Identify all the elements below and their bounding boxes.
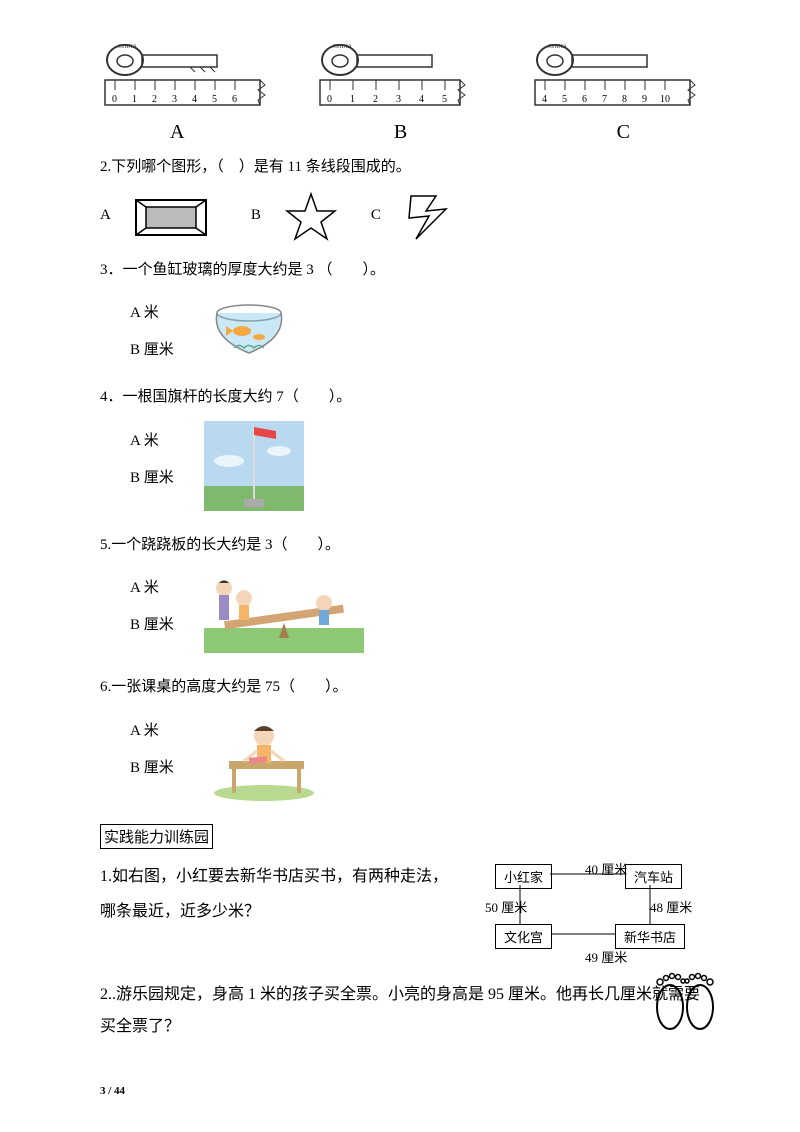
svg-text:4: 4	[419, 94, 424, 105]
q3-opt-b: B 厘米	[130, 338, 174, 359]
svg-text:4: 4	[192, 94, 197, 105]
q4-opt-a: A 米	[130, 429, 174, 450]
svg-text:2: 2	[373, 94, 378, 105]
page-footer: 3 / 44	[100, 1085, 125, 1097]
q6-opt-b: B 厘米	[130, 756, 174, 777]
svg-text:5: 5	[562, 94, 567, 105]
star-icon	[281, 191, 341, 241]
q1-label-b: B	[394, 121, 407, 144]
svg-text:3: 3	[396, 94, 401, 105]
q1-labels: A B C	[100, 121, 700, 144]
svg-text:6: 6	[232, 94, 237, 105]
key-ruler-c: CHINA 4 5 6 7 8 9 10	[530, 40, 700, 115]
q2-shapes: A B C	[100, 191, 700, 241]
map-diagram: 小红家 汽车站 文化宫 新华书店 40 厘米 50 厘米 48 厘米 49 厘米	[470, 859, 700, 964]
q4-opt-b: B 厘米	[130, 466, 174, 487]
q4-text: 4．一根国旗杆的长度大约 7（ ）。	[100, 386, 700, 409]
map-box-1: 小红家	[495, 864, 552, 889]
map-label-top: 40 厘米	[585, 859, 627, 878]
svg-text:4: 4	[542, 94, 547, 105]
svg-text:CHINA: CHINA	[548, 44, 568, 50]
q2-text: 2.下列哪个图形，（ ）是有 11 条线段围成的。	[100, 156, 700, 179]
page-total: / 44	[108, 1085, 125, 1097]
q1-label-a: A	[170, 121, 184, 144]
map-box-3: 文化宫	[495, 924, 552, 949]
q2-label-b: B	[251, 207, 261, 224]
svg-text:6: 6	[582, 94, 587, 105]
practice-header: 实践能力训练园	[100, 824, 213, 849]
svg-text:10: 10	[660, 94, 670, 105]
svg-text:1: 1	[350, 94, 355, 105]
q3-opt-a: A 米	[130, 301, 174, 322]
svg-text:5: 5	[442, 94, 447, 105]
practice-problem-1: 1.如右图，小红要去新华书店买书，有两种走法，哪条最近，近多少米？ 小红家 汽车…	[100, 859, 700, 964]
practice-p2-text: 2..游乐园规定，身高 1 米的孩子买全票。小亮的身高是 95 厘米。他再长几厘…	[100, 979, 700, 1043]
svg-text:0: 0	[112, 94, 117, 105]
q2-label-a: A	[100, 207, 111, 224]
q3-text: 3．一个鱼缸玻璃的厚度大约是 3 （ ）。	[100, 259, 700, 282]
feet-icon	[650, 962, 720, 1042]
q5-opt-a: A 米	[130, 576, 174, 597]
key-ruler-b: CHINA 0 1 2 3 4 5	[315, 40, 485, 115]
svg-text:3: 3	[172, 94, 177, 105]
svg-text:8: 8	[622, 94, 627, 105]
q1-images-row: CHINA 0 1 2 3 4 5 6 CHINA 0 1 2 3 4 5 CHINA	[100, 40, 700, 115]
desk-image	[204, 711, 324, 806]
q5-text: 5.一个跷跷板的长大约是 3（ ）。	[100, 534, 700, 557]
svg-text:CHINA: CHINA	[118, 44, 138, 50]
map-label-bottom: 49 厘米	[585, 947, 627, 966]
svg-text:1: 1	[132, 94, 137, 105]
svg-text:7: 7	[602, 94, 607, 105]
map-box-2: 汽车站	[625, 864, 682, 889]
svg-text:9: 9	[642, 94, 647, 105]
q1-label-c: C	[617, 121, 630, 144]
key-ruler-a: CHINA 0 1 2 3 4 5 6	[100, 40, 270, 115]
q6-opt-a: A 米	[130, 719, 174, 740]
page-num: 3	[100, 1085, 106, 1097]
map-label-left: 50 厘米	[485, 897, 527, 916]
map-label-right: 48 厘米	[650, 897, 692, 916]
practice-p1-text: 1.如右图，小红要去新华书店买书，有两种走法，哪条最近，近多少米？	[100, 859, 460, 929]
rectangle-3d-icon	[131, 192, 211, 240]
fishbowl-image	[204, 293, 294, 368]
seesaw-image	[204, 568, 364, 658]
lightning-icon	[401, 191, 471, 241]
map-box-4: 新华书店	[615, 924, 685, 949]
q2-label-c: C	[371, 207, 381, 224]
svg-text:CHINA: CHINA	[333, 44, 353, 50]
svg-text:2: 2	[152, 94, 157, 105]
q6-text: 6.一张课桌的高度大约是 75（ ）。	[100, 676, 700, 699]
q5-opt-b: B 厘米	[130, 613, 174, 634]
svg-text:5: 5	[212, 94, 217, 105]
svg-text:0: 0	[327, 94, 332, 105]
flagpole-image	[204, 421, 304, 516]
